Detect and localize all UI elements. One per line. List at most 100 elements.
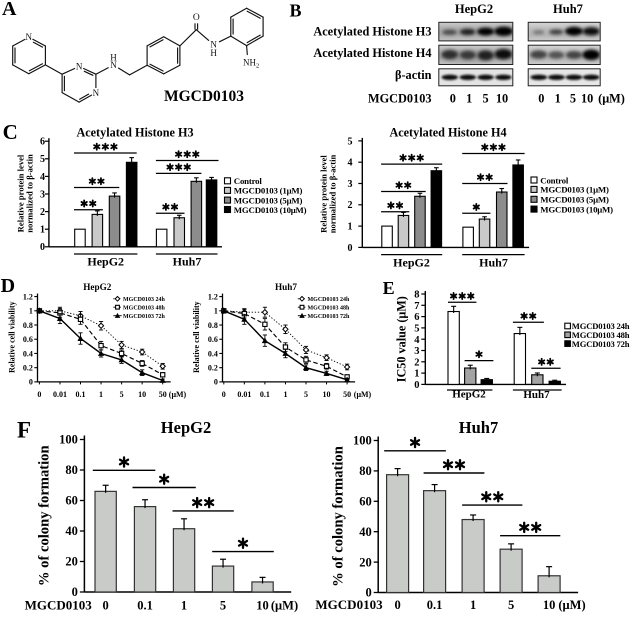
svg-text:1: 1 [40,225,45,236]
svg-text:MGCD0103 72h: MGCD0103 72h [572,339,630,349]
svg-text:HepG2: HepG2 [452,389,486,401]
svg-text:D: D [1,275,15,297]
svg-text:0.4: 0.4 [208,349,218,358]
svg-text:0.8: 0.8 [23,321,33,330]
svg-text:HepG2: HepG2 [87,255,124,269]
svg-text:H: H [110,52,117,62]
svg-text:Relative cell viability: Relative cell viability [192,301,201,373]
svg-text:5: 5 [304,390,308,399]
svg-text:Acetylated Histone H3: Acetylated Histone H3 [313,25,431,39]
svg-text:8: 8 [414,290,419,301]
svg-text:HepG2: HepG2 [455,2,493,16]
svg-text:2: 2 [348,200,353,211]
svg-text:MGCD0103 (10μM): MGCD0103 (10μM) [540,204,613,214]
svg-text:4: 4 [414,335,420,346]
svg-text:1: 1 [348,222,353,233]
svg-text:MGCD0103 24h: MGCD0103 24h [572,321,630,331]
svg-text:0: 0 [103,598,109,612]
svg-text:Relative protein levelnormaliz: Relative protein levelnormalized to β-ac… [16,154,35,233]
svg-text:1: 1 [555,92,561,106]
svg-text:MGCD0103 72h: MGCD0103 72h [123,314,165,320]
svg-text:5: 5 [348,136,353,147]
svg-text:0.1: 0.1 [137,598,153,612]
svg-text:Control: Control [234,176,263,186]
svg-text:5: 5 [40,154,45,165]
svg-text:MGCD0103: MGCD0103 [315,597,383,612]
svg-text:% of colony formation: % of colony formation [37,445,53,586]
svg-text:1: 1 [181,598,187,612]
svg-text:40: 40 [359,525,372,539]
svg-text:NH2: NH2 [243,58,259,70]
svg-text:0: 0 [365,586,371,600]
svg-text:MGCD0103 (1μM): MGCD0103 (1μM) [540,185,609,195]
svg-text:(μM): (μM) [598,92,625,106]
svg-text:10: 10 [496,92,508,106]
svg-text:Relative cell viability: Relative cell viability [8,301,17,373]
svg-text:4: 4 [348,158,353,169]
svg-text:100: 100 [353,434,372,448]
svg-text:80: 80 [359,464,372,478]
svg-text:0: 0 [29,378,33,387]
svg-text:0: 0 [222,390,226,399]
svg-text:5: 5 [220,598,226,612]
svg-text:1: 1 [466,92,472,106]
svg-text:(μM): (μM) [169,390,187,399]
svg-text:1: 1 [414,369,419,380]
svg-text:0.1: 0.1 [260,390,270,399]
svg-text:3: 3 [348,179,353,190]
svg-text:0: 0 [37,390,41,399]
svg-text:3: 3 [414,346,419,357]
svg-text:Huh7: Huh7 [459,418,498,437]
svg-text:MGCD0103 48h: MGCD0103 48h [308,305,350,311]
svg-text:0: 0 [414,380,419,391]
svg-text:Huh7: Huh7 [523,389,550,401]
svg-text:Acetylated Histone H4: Acetylated Histone H4 [313,46,431,60]
svg-text:Huh7: Huh7 [275,282,297,292]
svg-text:O: O [193,13,200,23]
svg-text:60: 60 [359,495,372,509]
svg-text:Relative protein levelnormaliz: Relative protein levelnormalized to β-ac… [319,155,338,234]
svg-text:20: 20 [65,555,78,569]
svg-text:(μM): (μM) [271,598,298,612]
svg-text:0.2: 0.2 [208,363,218,372]
svg-text:6: 6 [40,137,45,148]
svg-text:100: 100 [59,433,78,447]
svg-text:MGCD0103 (1μM): MGCD0103 (1μM) [234,186,303,196]
svg-text:HepG2: HepG2 [161,418,211,437]
svg-text:Huh7: Huh7 [479,255,508,269]
svg-text:MGCD0103 24h: MGCD0103 24h [123,297,165,303]
svg-text:5: 5 [570,92,576,106]
svg-text:HepG2: HepG2 [83,282,111,292]
svg-text:10: 10 [256,598,269,612]
svg-text:MGCD0103: MGCD0103 [164,88,244,105]
svg-text:N: N [93,88,100,98]
svg-text:MGCD0103 72h: MGCD0103 72h [308,314,350,320]
svg-text:5: 5 [508,598,514,612]
svg-text:0.2: 0.2 [23,363,33,372]
svg-text:0.6: 0.6 [208,335,218,344]
svg-text:N: N [210,40,217,50]
svg-text:(μM): (μM) [354,390,372,399]
svg-text:1: 1 [283,390,287,399]
svg-text:3: 3 [40,189,45,200]
svg-text:1: 1 [470,598,476,612]
svg-text:40: 40 [65,524,78,538]
svg-text:80: 80 [65,463,78,477]
svg-text:1: 1 [99,390,103,399]
svg-text:1: 1 [29,307,33,316]
svg-text:0.6: 0.6 [23,335,33,344]
svg-text:0: 0 [394,598,400,612]
svg-text:C: C [3,120,18,144]
svg-text:B: B [289,1,301,21]
svg-text:% of colony formation: % of colony formation [331,446,347,587]
svg-text:Control: Control [540,175,569,185]
svg-text:A: A [2,0,17,20]
svg-text:MGCD0103 (5μM): MGCD0103 (5μM) [234,195,303,205]
svg-text:N: N [26,32,33,42]
svg-text:5: 5 [483,92,489,106]
svg-text:MGCD0103 48h: MGCD0103 48h [572,330,630,340]
svg-text:MGCD0103 (5μM): MGCD0103 (5μM) [540,195,609,205]
svg-text:N: N [110,60,117,70]
svg-text:2: 2 [414,357,419,368]
svg-text:0: 0 [72,585,78,599]
